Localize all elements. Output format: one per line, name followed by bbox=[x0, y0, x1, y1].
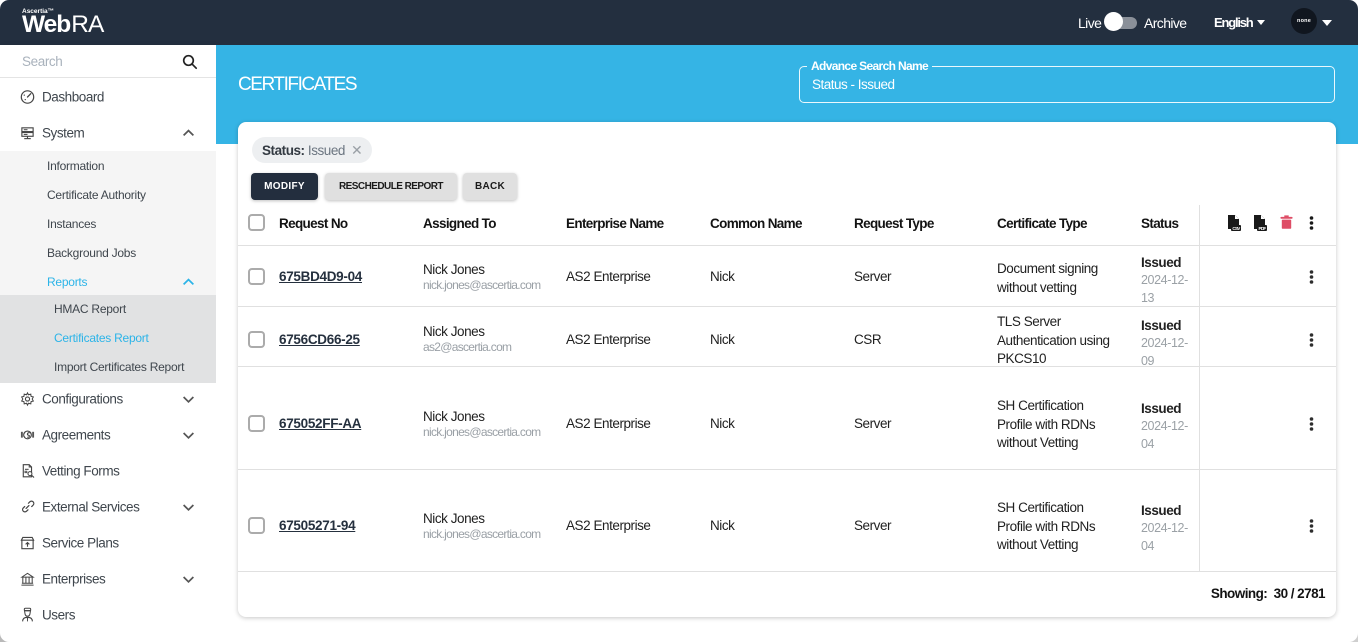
svg-text:CSV: CSV bbox=[1232, 226, 1240, 231]
svg-text:PDF: PDF bbox=[1258, 226, 1266, 231]
